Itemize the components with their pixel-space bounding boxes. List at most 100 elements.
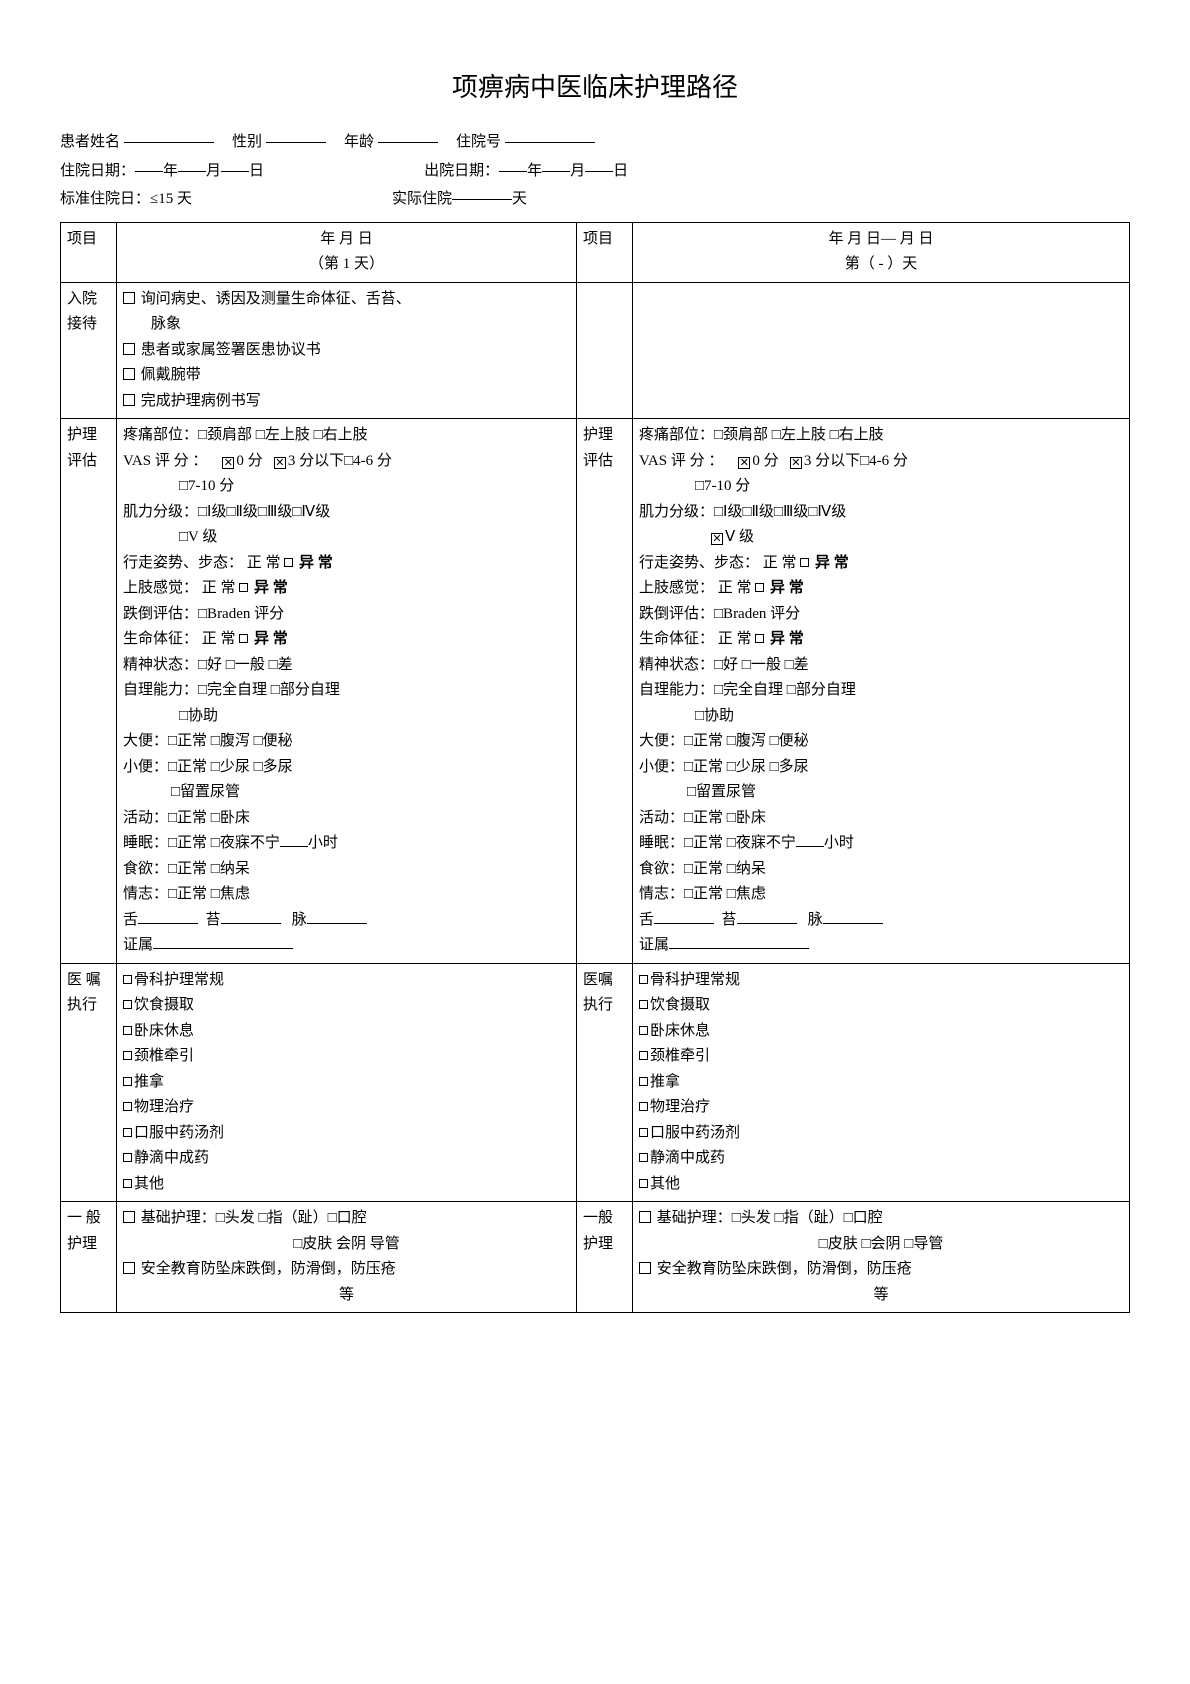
dis-m[interactable] [542,157,570,172]
checkbox[interactable] [639,1262,651,1274]
vas46-r: □4-6 分 [860,453,908,469]
day1-sub: （第 1 天） [309,256,384,272]
pulse-r: 脉 [808,912,823,928]
orders-l1: 医 嘱 [67,972,101,988]
appetite-l: 食欲：□正常 □纳呆 [123,857,570,883]
cath-r: □留置尿管 [639,784,756,800]
order-item: 静滴中成药 [123,1146,570,1172]
age-blank[interactable] [378,128,438,143]
hours-l: 小时 [308,835,338,851]
assessment-label-l: 护理 评估 [61,419,117,964]
sleep-hours-r[interactable] [796,832,824,847]
order-item-text: 饮食摄取 [134,997,194,1013]
order-item: 静滴中成药 [639,1146,1123,1172]
checkbox[interactable] [239,634,248,643]
dis-y[interactable] [499,157,527,172]
checkbox[interactable] [123,1000,132,1009]
adm-d[interactable] [221,157,249,172]
adm-y[interactable] [135,157,163,172]
admission-no-blank[interactable] [505,128,595,143]
tongue-blank-l[interactable] [138,909,198,924]
dis-d[interactable] [585,157,613,172]
checkbox[interactable] [123,394,135,406]
checkbox[interactable] [274,457,286,469]
checkbox[interactable] [800,558,809,567]
checkbox[interactable] [639,1051,648,1060]
checkbox[interactable] [639,1026,648,1035]
gait-a-l: 异 常 [299,555,333,571]
upper-n-r: 正 常 [718,580,752,596]
order-item: 卧床休息 [123,1019,570,1045]
syndrome-blank-l[interactable] [153,934,293,949]
checkbox[interactable] [123,1026,132,1035]
order-item: 骨科护理常规 [639,968,1123,994]
m1: 月 [206,157,221,186]
adm-item-3: 佩戴腕带 [141,367,201,383]
checkbox[interactable] [123,1153,132,1162]
tongue-blank-r[interactable] [654,909,714,924]
hours-r: 小时 [824,835,854,851]
vas0-l: 0 分 [236,453,262,469]
vas46-l: □4-6 分 [344,453,392,469]
checkbox[interactable] [123,1179,132,1188]
checkbox[interactable] [639,1153,648,1162]
syndrome-r: 证属 [639,937,669,953]
dayn-date: 年 月 日— 月 日 [828,231,933,247]
checkbox[interactable] [123,975,132,984]
name-blank[interactable] [124,128,214,143]
vitals-n-r: 正 常 [718,631,752,647]
actual-stay-blank[interactable] [452,185,512,200]
checkbox[interactable] [639,1211,651,1223]
col3-header: 项目 [577,222,633,282]
y2: 年 [527,157,542,186]
name-label: 患者姓名 [60,128,120,157]
checkbox[interactable] [284,558,293,567]
checkbox[interactable] [755,583,764,592]
checkbox[interactable] [123,1102,132,1111]
order-item-text: 骨科护理常规 [134,972,224,988]
coating-blank-l[interactable] [221,909,281,924]
checkbox[interactable] [790,457,802,469]
order-item-text: 推拿 [650,1074,680,1090]
d2: 日 [613,157,628,186]
checkbox[interactable] [639,1179,648,1188]
adm-m[interactable] [178,157,206,172]
checkbox[interactable] [123,343,135,355]
order-item-text: 物理治疗 [650,1099,710,1115]
vitals-n-l: 正 常 [202,631,236,647]
checkbox[interactable] [222,457,234,469]
checkbox[interactable] [639,975,648,984]
checkbox[interactable] [639,1077,648,1086]
cath-l: □留置尿管 [123,784,240,800]
selfcare-r: 自理能力：□完全自理 □部分自理 [639,678,1123,704]
checkbox[interactable] [755,634,764,643]
checkbox[interactable] [711,533,723,545]
checkbox[interactable] [239,583,248,592]
coating-blank-r[interactable] [737,909,797,924]
assist-r: □协助 [639,704,734,730]
order-item: 推拿 [639,1070,1123,1096]
checkbox[interactable] [639,1102,648,1111]
sex-blank[interactable] [266,128,326,143]
pulse-blank-r[interactable] [823,909,883,924]
checkbox[interactable] [123,1128,132,1137]
checkbox[interactable] [738,457,750,469]
vas-prefix-r: VAS 评 分 ： [639,453,723,469]
checkbox[interactable] [123,1077,132,1086]
syndrome-blank-r[interactable] [669,934,809,949]
fall-r: 跌倒评估：□Braden 评分 [639,602,1123,628]
gen-safety-r: 安全教育防坠床跌倒，防滑倒，防压疮 [657,1261,912,1277]
checkbox[interactable] [123,1211,135,1223]
checkbox[interactable] [123,1051,132,1060]
checkbox[interactable] [639,1128,648,1137]
pulse-blank-l[interactable] [307,909,367,924]
checkbox[interactable] [639,1000,648,1009]
order-item: 其他 [639,1172,1123,1198]
checkbox[interactable] [123,368,135,380]
patient-header: 患者姓名 性别 年龄 住院号 住院日期： 年 月 日 出院日期： 年 月 日 标… [60,128,1130,214]
order-item: 物理治疗 [123,1095,570,1121]
musclev-l: □V 级 [123,525,217,551]
checkbox[interactable] [123,1262,135,1274]
checkbox[interactable] [123,292,135,304]
sleep-hours-l[interactable] [280,832,308,847]
